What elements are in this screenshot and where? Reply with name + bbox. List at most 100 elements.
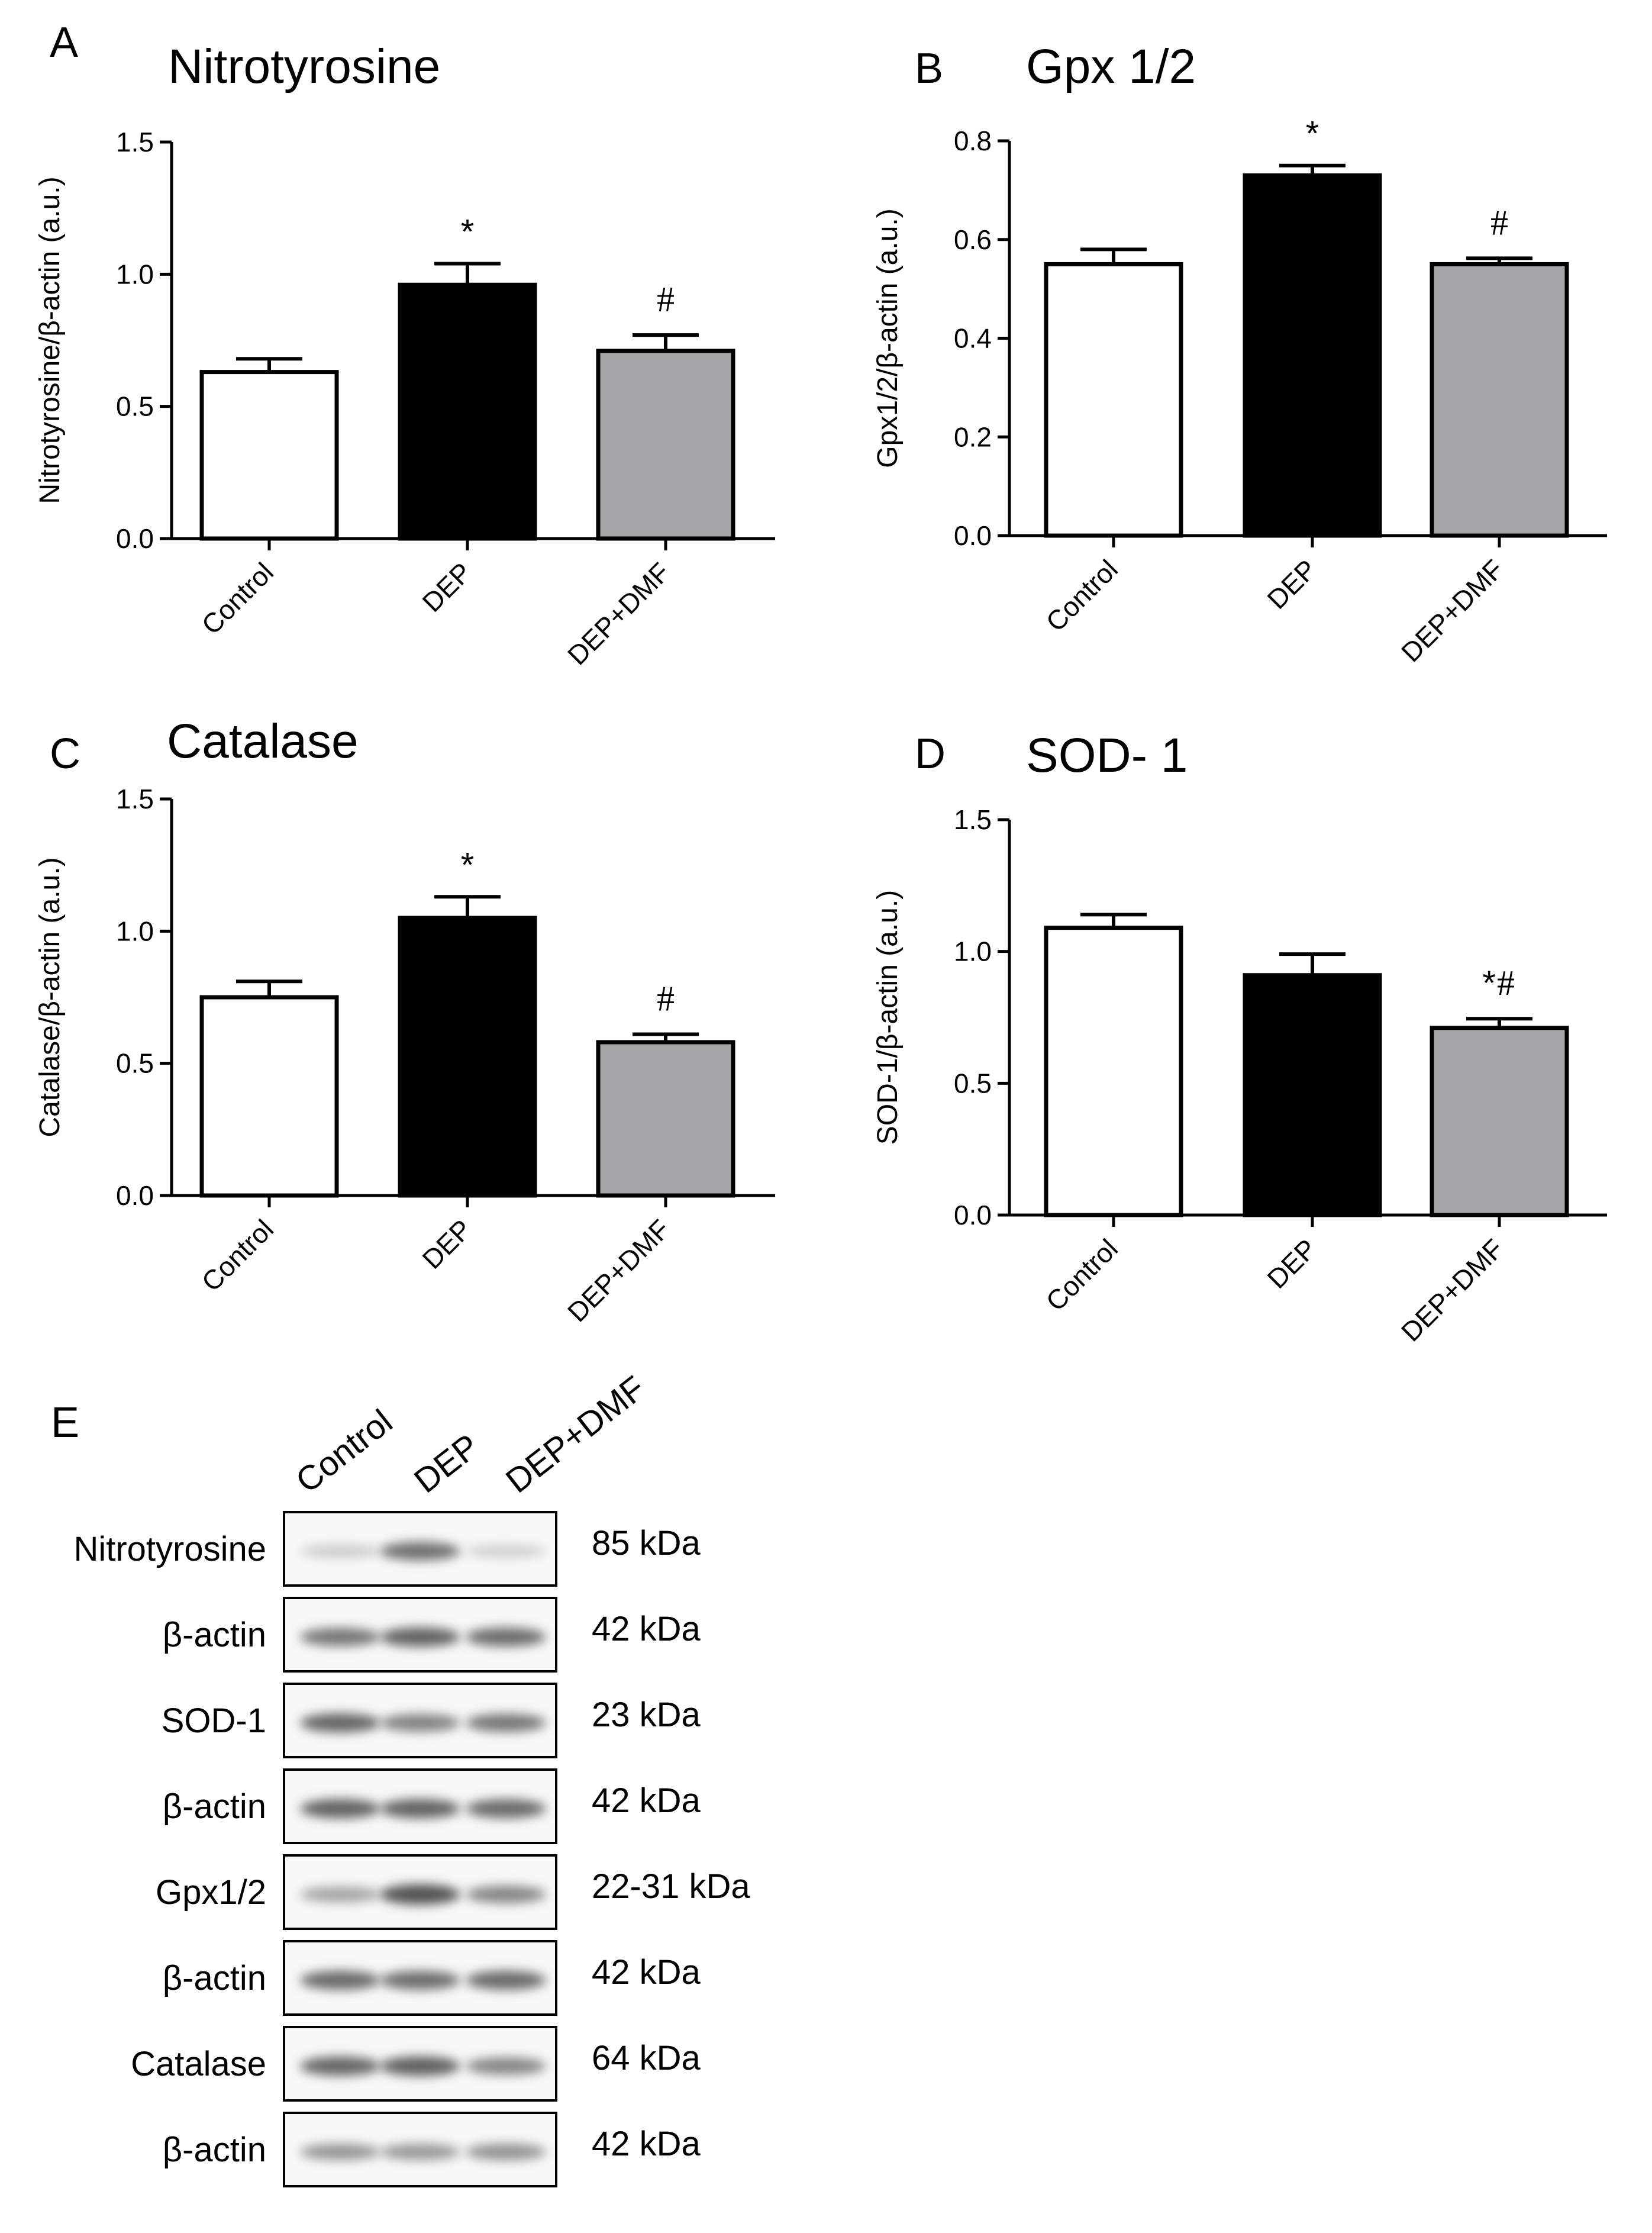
- y-tick-label: 1.5: [116, 127, 154, 157]
- y-axis-label: Gpx1/2/β-actin (a.u.): [872, 208, 904, 468]
- y-tick-label: 0.0: [116, 1180, 154, 1211]
- band: [466, 1970, 546, 1990]
- lane-header: Control: [289, 1402, 399, 1500]
- y-tick-label: 0.0: [954, 1200, 992, 1230]
- x-tick-label: Control: [1040, 1233, 1124, 1317]
- chart-panel-gpx: B Gpx 1/2 0.0 0.2 0.4 0.6 0.8 Gpx1/2/β-actin (a…: [872, 40, 1607, 668]
- chart-title: Catalase: [167, 714, 359, 768]
- band: [380, 1799, 460, 1819]
- x-tick-label: DEP: [416, 1213, 477, 1275]
- y-tick-label: 1.0: [954, 936, 992, 967]
- chart-panel-catalase: C Catalase 0.0 0.5 1.0 1.5 Catalase/β-actin (a…: [34, 714, 775, 1327]
- y-axis-label: SOD-1/β-actin (a.u.): [872, 890, 904, 1145]
- protein-label: β-actin: [163, 1616, 266, 1654]
- western-blot-panel: E Control DEP DEP+DMF Nitrotyrosine 85 kDa β-a…: [51, 1368, 750, 2187]
- chart-title: SOD- 1: [1026, 729, 1188, 782]
- protein-label: SOD-1: [162, 1702, 266, 1740]
- x-tick-label: DEP+DMF: [1395, 553, 1509, 668]
- significance-hash: #: [1497, 964, 1515, 1003]
- protein-label: β-actin: [163, 2131, 266, 2169]
- bar-dep: [1243, 173, 1382, 538]
- x-tick-label: DEP+DMF: [562, 556, 676, 671]
- band: [380, 1884, 460, 1905]
- y-tick-label: 1.5: [116, 784, 154, 814]
- band: [466, 1628, 546, 1646]
- y-tick-label: 0.4: [954, 323, 992, 354]
- y-axis-label: Catalase/β-actin (a.u.): [34, 857, 66, 1137]
- y-tick-label: 0.5: [116, 1048, 154, 1079]
- y-axis-label: Nitrotyrosine/β-actin (a.u.): [34, 176, 66, 504]
- bar-dep-dmf: [596, 349, 735, 541]
- bar-dep: [398, 916, 537, 1198]
- band: [300, 1970, 380, 1990]
- molecular-weight-label: 42 kDa: [592, 1781, 701, 1820]
- significance-hash: #: [1490, 203, 1508, 242]
- band: [466, 2143, 546, 2161]
- significance-hash: #: [657, 280, 675, 319]
- significance-star: *: [461, 846, 475, 884]
- band: [466, 1544, 546, 1558]
- molecular-weight-label: 42 kDa: [592, 2125, 701, 2163]
- y-tick-label: 0.2: [954, 421, 992, 452]
- bar-control: [199, 370, 339, 541]
- panel-letter: C: [50, 730, 80, 778]
- band: [300, 1713, 380, 1733]
- molecular-weight-label: 64 kDa: [592, 2039, 701, 2077]
- protein-label: Gpx1/2: [156, 1873, 266, 1912]
- band: [466, 1713, 546, 1732]
- x-tick-label: Control: [195, 556, 279, 640]
- chart-title: Nitrotyrosine: [168, 40, 440, 94]
- panel-letter: A: [50, 19, 78, 66]
- y-tick-label: 0.5: [954, 1068, 992, 1098]
- significance-star: *: [1306, 115, 1319, 153]
- band: [300, 2056, 380, 2076]
- panel-letter: D: [915, 730, 946, 778]
- protein-label: β-actin: [163, 1959, 266, 1997]
- band: [380, 2056, 460, 2076]
- y-tick-label: 0.0: [954, 520, 992, 551]
- band: [466, 2057, 546, 2075]
- x-tick-label: DEP+DMF: [562, 1213, 676, 1327]
- chart-title: Gpx 1/2: [1026, 40, 1196, 94]
- y-tick-label: 1.0: [116, 916, 154, 946]
- x-tick-label: Control: [1040, 553, 1124, 637]
- band: [300, 1799, 380, 1819]
- molecular-weight-label: 22-31 kDa: [592, 1867, 750, 1906]
- band: [380, 1971, 460, 1990]
- bar-dep-dmf: [1430, 1026, 1569, 1217]
- bar-dep: [398, 282, 537, 541]
- bar-control: [199, 995, 339, 1198]
- band: [300, 1544, 380, 1558]
- x-tick-label: DEP: [1261, 553, 1322, 615]
- band: [380, 1627, 460, 1647]
- y-tick-label: 1.5: [954, 804, 992, 835]
- lane-header: DEP: [407, 1427, 486, 1501]
- y-tick-label: 0.0: [116, 523, 154, 554]
- band: [300, 1886, 380, 1903]
- band: [380, 1714, 460, 1732]
- molecular-weight-label: 42 kDa: [592, 1953, 701, 1992]
- chart-panel-nitrotyrosine: A Nitrotyrosine 0.0 0.5 1.0 1.5 Nitrotyrosine/…: [34, 19, 775, 671]
- bar-control: [1044, 926, 1183, 1217]
- band: [466, 1799, 546, 1819]
- band: [466, 1886, 546, 1903]
- molecular-weight-label: 42 kDa: [592, 1610, 701, 1648]
- x-tick-label: DEP+DMF: [1395, 1233, 1509, 1347]
- chart-panel-sod1: D SOD- 1 0.0 0.5 1.0 1.5 SOD-1/β-actin (a.u.) C…: [872, 729, 1607, 1347]
- x-tick-label: DEP: [416, 556, 477, 618]
- y-tick-label: 0.5: [116, 391, 154, 422]
- protein-label: Nitrotyrosine: [73, 1530, 266, 1568]
- band: [300, 1628, 380, 1646]
- molecular-weight-label: 85 kDa: [592, 1524, 701, 1562]
- bar-control: [1044, 262, 1183, 538]
- protein-label: Catalase: [131, 2045, 266, 2083]
- band: [380, 1542, 460, 1561]
- bar-dep: [1243, 973, 1382, 1217]
- panel-letter: B: [915, 45, 943, 92]
- x-tick-label: DEP: [1261, 1233, 1322, 1294]
- lane-header: DEP+DMF: [499, 1368, 653, 1500]
- protein-label: β-actin: [163, 1787, 266, 1826]
- bar-dep-dmf: [596, 1040, 735, 1198]
- bar-dep-dmf: [1430, 262, 1569, 538]
- molecular-weight-label: 23 kDa: [592, 1696, 701, 1734]
